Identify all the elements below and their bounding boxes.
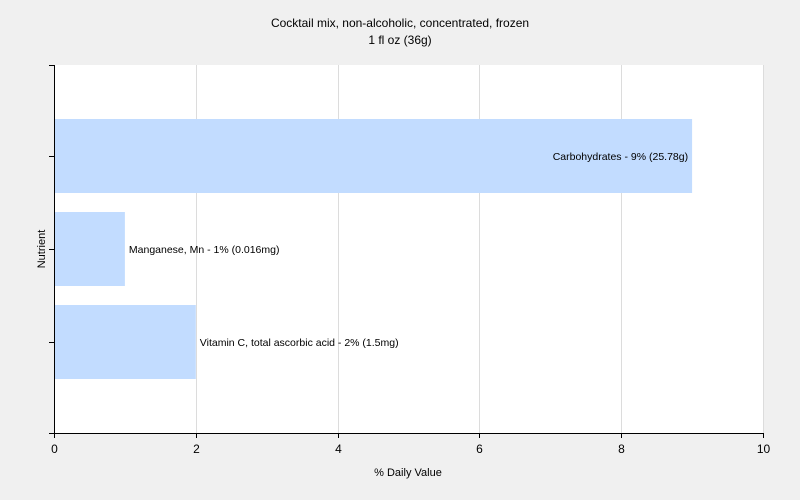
x-tick-label-0: 0 (51, 442, 58, 456)
bar-2 (55, 305, 196, 379)
bars: Carbohydrates - 9% (25.78g) Manganese, Mn… (55, 119, 693, 379)
x-tick-label-4: 8 (618, 442, 625, 456)
x-tick-label-1: 2 (193, 442, 200, 456)
chart-subtitle: 1 fl oz (36g) (368, 33, 431, 47)
data-label-1: Manganese, Mn - 1% (0.016mg) (129, 244, 280, 256)
x-tick-label-2: 4 (335, 442, 342, 456)
x-axis-title: % Daily Value (374, 467, 442, 479)
bar-0 (55, 119, 693, 193)
data-label-0: Carbohydrates - 9% (25.78g) (553, 151, 688, 163)
chart-title: Cocktail mix, non-alcoholic, concentrate… (271, 16, 529, 30)
data-label-2: Vitamin C, total ascorbic acid - 2% (1.5… (200, 337, 399, 349)
bar-1 (55, 212, 125, 286)
x-tick-label-5: 10 (757, 442, 771, 456)
axes: 0 2 4 6 8 10 (49, 65, 770, 456)
x-tick-label-3: 6 (476, 442, 483, 456)
y-axis-title: Nutrient (36, 230, 48, 269)
